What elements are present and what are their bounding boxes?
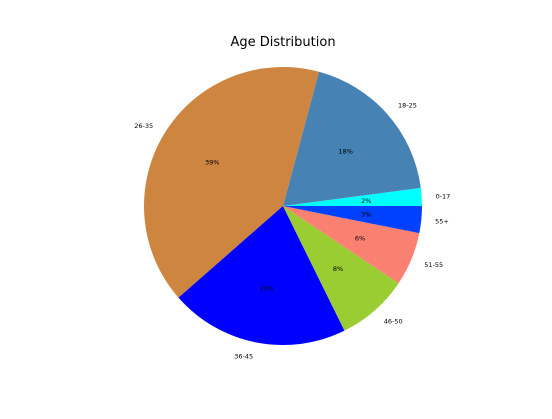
pie-slice-0-17: [283, 187, 422, 206]
category-label-55+: 55+: [435, 217, 449, 225]
pie-slice-51-55: [283, 206, 420, 284]
pie-slice-26-35: [143, 67, 319, 298]
category-label-51-55: 51-55: [424, 261, 443, 269]
pie-slices: [143, 67, 422, 346]
pie-slice-55+: [283, 206, 422, 234]
chart-title: Age Distribution: [230, 35, 335, 50]
category-label-36-45: 36-45: [234, 352, 253, 360]
category-label-26-35: 26-35: [134, 122, 153, 130]
percent-label-51-55: 6%: [355, 234, 365, 242]
percent-label-36-45: 20%: [260, 284, 274, 292]
pie-labels: 0-17 2% 18-25 18% 26-35 39% 36-45 20% 46-50 8% 51-…: [134, 102, 450, 361]
pie-slice-46-50: [283, 206, 399, 331]
percent-label-0-17: 2%: [361, 197, 371, 205]
pie-slice-18-25: [283, 71, 421, 207]
category-label-46-50: 46-50: [384, 317, 403, 325]
percent-label-18-25: 18%: [338, 148, 352, 156]
pie-slice-36-45: [178, 206, 345, 346]
category-label-18-25: 18-25: [398, 102, 417, 110]
percent-label-26-35: 39%: [205, 158, 219, 166]
category-label-0-17: 0-17: [436, 193, 451, 201]
percent-label-55+: 3%: [361, 211, 371, 219]
percent-label-46-50: 8%: [333, 265, 343, 273]
